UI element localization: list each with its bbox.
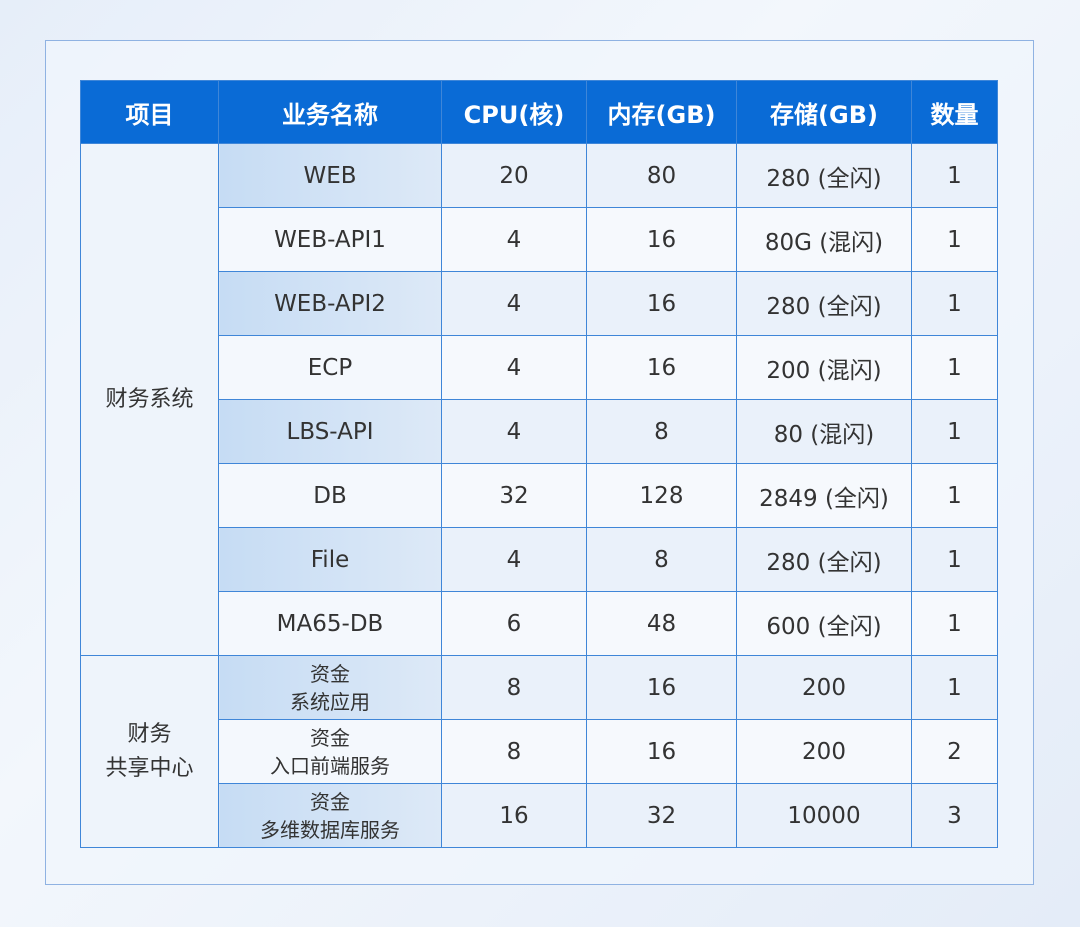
cpu-cell: 16 <box>441 783 587 848</box>
memory-cell: 16 <box>586 335 737 400</box>
memory-cell: 8 <box>586 399 737 464</box>
service-name-line: 资金 <box>310 789 350 814</box>
header-cpu: CPU(核) <box>441 80 587 144</box>
service-name-line: 资金 <box>310 661 350 686</box>
storage-cell: 2849 (全闪) <box>736 463 912 528</box>
quantity-cell: 1 <box>911 335 998 400</box>
header-service-name: 业务名称 <box>218 80 442 144</box>
group-label: 财务系统 <box>80 143 219 656</box>
storage-cell: 280 (全闪) <box>736 527 912 592</box>
memory-cell: 16 <box>586 207 737 272</box>
storage-cell: 600 (全闪) <box>736 591 912 656</box>
quantity-cell: 1 <box>911 655 998 720</box>
quantity-cell: 1 <box>911 399 998 464</box>
group-label-line: 财务 <box>127 721 172 747</box>
header-row: 项目 业务名称 CPU(核) 内存(GB) 存储(GB) 数量 <box>80 80 998 144</box>
service-name: File <box>218 527 442 592</box>
table-row: DB 32 128 2849 (全闪) 1 <box>81 463 998 528</box>
memory-cell: 48 <box>586 591 737 656</box>
service-name: WEB-API1 <box>218 207 442 272</box>
table-row: WEB-API2 4 16 280 (全闪) 1 <box>81 271 998 336</box>
header-quantity: 数量 <box>911 80 998 144</box>
resource-table: 项目 业务名称 CPU(核) 内存(GB) 存储(GB) 数量 财务系统 WEB 20 80 28… <box>80 80 998 848</box>
service-name-line: 多维数据库服务 <box>260 817 400 842</box>
service-name: ECP <box>218 335 442 400</box>
service-name: DB <box>218 463 442 528</box>
table-row: File 4 8 280 (全闪) 1 <box>81 527 998 592</box>
storage-cell: 200 <box>736 655 912 720</box>
cpu-cell: 8 <box>441 719 587 784</box>
memory-cell: 80 <box>586 143 737 208</box>
storage-cell: 80 (混闪) <box>736 399 912 464</box>
table-row: 财务 共享中心 资金 系统应用 8 16 200 1 <box>80 655 998 848</box>
storage-cell: 200 (混闪) <box>736 335 912 400</box>
quantity-cell: 1 <box>911 463 998 528</box>
service-name: 资金 系统应用 <box>218 655 442 720</box>
service-name: MA65-DB <box>218 591 442 656</box>
memory-cell: 16 <box>586 271 737 336</box>
cpu-cell: 4 <box>441 271 587 336</box>
header-memory: 内存(GB) <box>586 80 737 144</box>
table-row: ECP 4 16 200 (混闪) 1 <box>81 335 998 400</box>
memory-cell: 16 <box>586 655 737 720</box>
service-name: 资金 入口前端服务 <box>218 719 442 784</box>
service-name: 资金 多维数据库服务 <box>218 783 442 848</box>
table-row: LBS-API 4 8 80 (混闪) 1 <box>81 399 998 464</box>
cpu-cell: 4 <box>441 527 587 592</box>
storage-cell: 280 (全闪) <box>736 271 912 336</box>
memory-cell: 16 <box>586 719 737 784</box>
quantity-cell: 1 <box>911 591 998 656</box>
cpu-cell: 6 <box>441 591 587 656</box>
quantity-cell: 1 <box>911 271 998 336</box>
table-row: MA65-DB 6 48 600 (全闪) 1 <box>81 591 998 656</box>
service-name: WEB-API2 <box>218 271 442 336</box>
service-name-line: 入口前端服务 <box>270 753 390 778</box>
group-label: 财务 共享中心 <box>80 655 219 848</box>
memory-cell: 8 <box>586 527 737 592</box>
service-name-line: 资金 <box>310 725 350 750</box>
quantity-cell: 1 <box>911 207 998 272</box>
table-row: 财务系统 WEB 20 80 280 (全闪) 1 <box>80 143 998 656</box>
cpu-cell: 4 <box>441 335 587 400</box>
quantity-cell: 1 <box>911 143 998 208</box>
quantity-cell: 1 <box>911 527 998 592</box>
quantity-cell: 3 <box>911 783 998 848</box>
header-item: 项目 <box>80 80 219 144</box>
cpu-cell: 32 <box>441 463 587 528</box>
cpu-cell: 4 <box>441 207 587 272</box>
memory-cell: 128 <box>586 463 737 528</box>
quantity-cell: 2 <box>911 719 998 784</box>
storage-cell: 200 <box>736 719 912 784</box>
storage-cell: 280 (全闪) <box>736 143 912 208</box>
storage-cell: 10000 <box>736 783 912 848</box>
header-storage: 存储(GB) <box>736 80 912 144</box>
cpu-cell: 8 <box>441 655 587 720</box>
cpu-cell: 4 <box>441 399 587 464</box>
memory-cell: 32 <box>586 783 737 848</box>
service-name: WEB <box>218 143 442 208</box>
table-row: 资金 多维数据库服务 16 32 10000 3 <box>81 783 998 848</box>
service-name-line: 系统应用 <box>290 689 370 714</box>
cpu-cell: 20 <box>441 143 587 208</box>
group-label-line: 共享中心 <box>105 755 194 781</box>
table-row: WEB-API1 4 16 80G (混闪) 1 <box>81 207 998 272</box>
service-name: LBS-API <box>218 399 442 464</box>
storage-cell: 80G (混闪) <box>736 207 912 272</box>
table-row: 资金 入口前端服务 8 16 200 2 <box>81 719 998 784</box>
